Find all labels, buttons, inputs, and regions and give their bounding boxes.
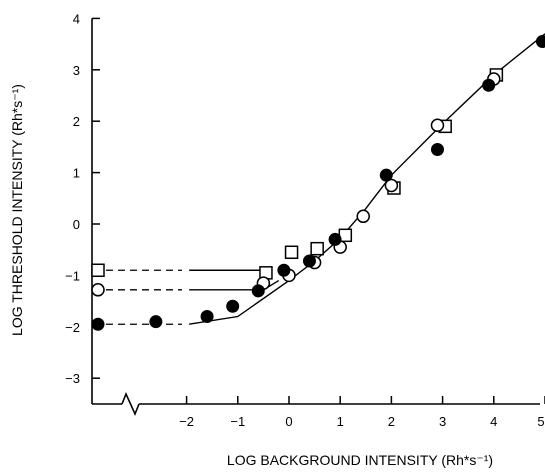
filled-circle-point [482,78,496,92]
open-square-point [284,245,299,260]
filled-circle-point [535,35,545,49]
y-tick-label: −1 [65,268,80,283]
x-axis-title: LOG BACKGROUND INTENSITY (Rh*s⁻¹) [227,452,493,468]
open-circle-point [91,283,105,297]
x-tick-label: 4 [490,414,497,429]
filled-circle-point [302,254,316,268]
y-tick-label: 3 [73,63,80,78]
y-tick-label: 4 [73,11,80,26]
filled-circle-point [200,310,214,324]
filled-circle-point [328,232,342,246]
open-circle-point [384,178,399,193]
open-circle-point [430,118,445,133]
fit-curves [106,33,545,325]
filled-circle-point [251,284,265,298]
filled-circle-point [91,317,105,331]
filled-circle-point [226,299,240,313]
y-tick-label: −3 [65,371,80,386]
x-tick-label: 0 [285,414,292,429]
fit-curve [189,33,545,325]
x-tick-label: 5 [537,414,544,429]
x-tick-label: −1 [230,414,245,429]
axes: −3 −2 −1 0 1 2 3 4 −2 −1 0 1 2 3 4 5 [65,11,545,429]
x-tick-label: −2 [179,414,194,429]
filled-circle-point [379,168,393,182]
y-tick-label: −2 [65,320,80,335]
x-tick-label: 2 [388,414,395,429]
y-axis-title: LOG THRESHOLD INTENSITY (Rh*s⁻¹) [9,84,25,336]
open-square-point [91,263,105,278]
filled-circle-point [277,263,291,277]
filled-circle-point [149,315,163,329]
y-tick-label: 1 [73,166,80,181]
x-axis-break [121,391,140,417]
data-markers [91,35,545,331]
y-tick-label: 2 [73,114,80,129]
x-tick-label: 3 [439,414,446,429]
x-tick-label: 1 [337,414,344,429]
filled-circle-point [430,142,444,156]
y-tick-label: 0 [73,217,80,232]
open-circle-point [356,209,370,224]
open-square-point [310,241,324,256]
